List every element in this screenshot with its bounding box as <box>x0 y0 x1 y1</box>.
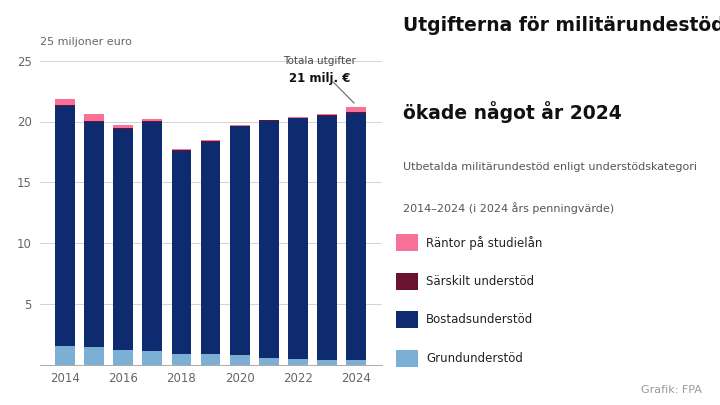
Bar <box>143 121 162 122</box>
Bar <box>201 141 220 142</box>
Bar <box>171 151 192 354</box>
Bar <box>346 113 366 360</box>
Bar <box>346 112 366 113</box>
Text: Grundunderstöd: Grundunderstöd <box>426 352 523 365</box>
Bar <box>113 129 133 350</box>
Text: Utgifterna för militärundestöd: Utgifterna för militärundestöd <box>403 16 720 35</box>
Bar <box>143 122 162 351</box>
Bar <box>55 99 75 105</box>
Bar <box>259 119 279 120</box>
Bar <box>230 126 250 356</box>
Bar <box>288 117 308 118</box>
Text: Bostadsunderstöd: Bostadsunderstöd <box>426 313 534 326</box>
Bar <box>201 354 220 365</box>
Bar <box>346 107 366 112</box>
Bar <box>317 360 337 364</box>
Bar <box>288 118 308 359</box>
Bar <box>113 125 133 128</box>
Text: Totala utgifter: Totala utgifter <box>284 56 356 66</box>
Bar <box>317 116 337 360</box>
Bar <box>55 106 75 346</box>
Bar <box>317 115 337 116</box>
Bar <box>171 354 192 364</box>
Bar <box>143 119 162 121</box>
Text: 21 milj. €: 21 milj. € <box>289 72 351 85</box>
Bar <box>171 149 192 150</box>
Text: Grafik: FPA: Grafik: FPA <box>641 385 702 395</box>
Bar <box>201 142 220 354</box>
Text: Särskilt understöd: Särskilt understöd <box>426 275 534 288</box>
Bar <box>288 359 308 364</box>
Bar <box>84 122 104 347</box>
Bar <box>113 128 133 129</box>
Bar <box>259 358 279 364</box>
Bar <box>201 140 220 141</box>
Bar <box>143 351 162 364</box>
Bar <box>346 360 366 364</box>
Text: ökade något år 2024: ökade något år 2024 <box>403 101 622 123</box>
Bar <box>230 356 250 364</box>
Text: Räntor på studielån: Räntor på studielån <box>426 236 543 250</box>
Bar <box>84 114 104 121</box>
Bar <box>55 346 75 364</box>
Bar <box>84 347 104 364</box>
Bar <box>259 120 279 121</box>
Bar <box>113 350 133 364</box>
Bar <box>259 121 279 358</box>
Bar <box>317 114 337 115</box>
Bar <box>55 105 75 106</box>
Bar <box>84 121 104 122</box>
Bar <box>171 150 192 151</box>
Text: Utbetalda militärundestöd enligt understödskategori: Utbetalda militärundestöd enligt underst… <box>403 162 697 172</box>
Text: 25 miljoner euro: 25 miljoner euro <box>40 37 132 47</box>
Bar <box>230 125 250 126</box>
Text: 2014–2024 (i 2024 års penningvärde): 2014–2024 (i 2024 års penningvärde) <box>403 202 614 214</box>
